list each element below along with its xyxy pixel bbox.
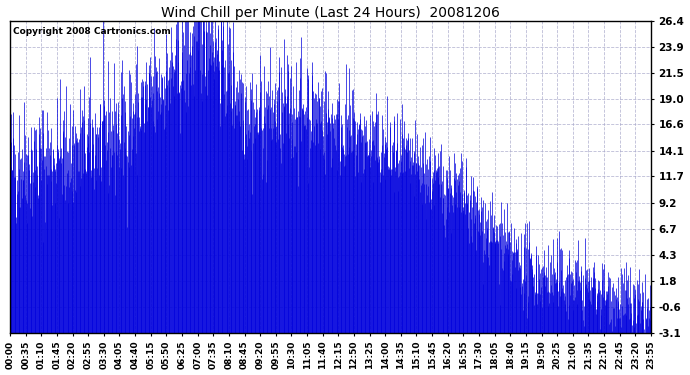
Text: Copyright 2008 Cartronics.com: Copyright 2008 Cartronics.com [13, 27, 171, 36]
Title: Wind Chill per Minute (Last 24 Hours)  20081206: Wind Chill per Minute (Last 24 Hours) 20… [161, 6, 500, 20]
